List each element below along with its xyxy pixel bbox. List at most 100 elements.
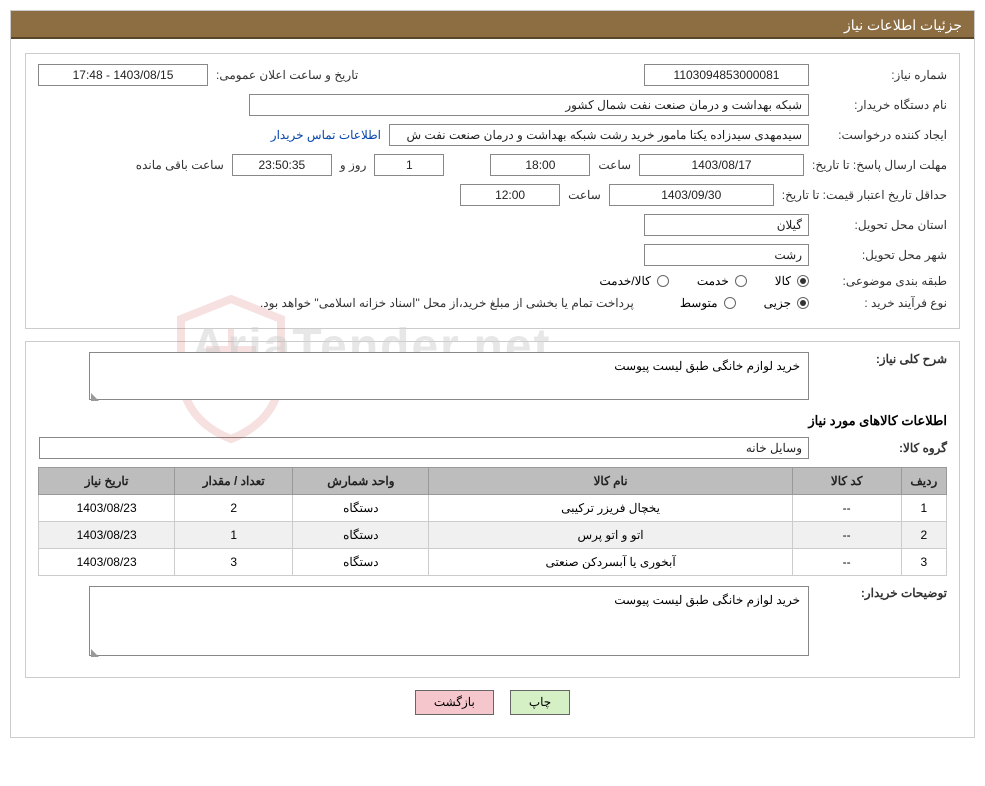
table-cell: آبخوری یا آبسردکن صنعتی: [429, 549, 792, 576]
info-section-2: شرح کلی نیاز: اطلاعات کالاهای مورد نیاز …: [25, 341, 960, 678]
row-need-number: شماره نیاز: تاریخ و ساعت اعلان عمومی:: [38, 64, 947, 86]
table-cell: 1: [901, 495, 946, 522]
label-announce-datetime: تاریخ و ساعت اعلان عمومی:: [216, 68, 358, 82]
input-goods-group[interactable]: [39, 437, 809, 459]
row-province: استان محل تحویل:: [38, 214, 947, 236]
button-row: چاپ بازگشت: [25, 690, 960, 715]
th-goods-code: کد کالا: [792, 468, 901, 495]
info-section-1: شماره نیاز: تاریخ و ساعت اعلان عمومی: نا…: [25, 53, 960, 329]
label-process-type: نوع فرآیند خرید :: [817, 296, 947, 310]
resize-handle-icon-2: [91, 649, 99, 657]
table-row: 3--آبخوری یا آبسردکن صنعتیدستگاه31403/08…: [39, 549, 947, 576]
radio-medium[interactable]: [724, 297, 736, 309]
table-cell: 1403/08/23: [39, 549, 175, 576]
payment-note: پرداخت تمام یا بخشی از مبلغ خرید،از محل …: [260, 296, 634, 310]
input-price-validity-date[interactable]: [609, 184, 774, 206]
radio-group-process: جزیی متوسط: [680, 296, 809, 310]
input-buyer-org[interactable]: [249, 94, 809, 116]
table-cell: 1: [175, 522, 293, 549]
label-hour-1: ساعت: [598, 158, 631, 172]
input-request-creator[interactable]: [389, 124, 809, 146]
table-row: 2--اتو و اتو پرسدستگاه11403/08/23: [39, 522, 947, 549]
radio-medium-label: متوسط: [680, 296, 718, 310]
label-subject-category: طبقه بندی موضوعی:: [817, 274, 947, 288]
textarea-wrapper-1: [89, 352, 809, 403]
table-cell: 1403/08/23: [39, 495, 175, 522]
table-cell: 1403/08/23: [39, 522, 175, 549]
table-header-row: ردیف کد کالا نام کالا واحد شمارش تعداد /…: [39, 468, 947, 495]
title-bar-text: جزئیات اطلاعات نیاز: [844, 17, 962, 33]
table-cell: --: [792, 522, 901, 549]
main-content: AriaTender.net شماره نیاز: تاریخ و ساعت …: [11, 39, 974, 737]
label-buyer-org: نام دستگاه خریدار:: [817, 98, 947, 112]
radio-goods-service-label: کالا/خدمت: [599, 274, 650, 288]
row-need-summary: شرح کلی نیاز:: [38, 352, 947, 403]
input-price-validity-hour[interactable]: [460, 184, 560, 206]
label-province: استان محل تحویل:: [817, 218, 947, 232]
title-bar: جزئیات اطلاعات نیاز: [11, 11, 974, 39]
textarea-wrapper-2: [89, 586, 809, 659]
radio-service[interactable]: [735, 275, 747, 287]
print-button[interactable]: چاپ: [510, 690, 570, 715]
back-button[interactable]: بازگشت: [415, 690, 494, 715]
resize-handle-icon: [91, 393, 99, 401]
link-buyer-contact[interactable]: اطلاعات تماس خریدار: [271, 128, 381, 142]
input-hours-remaining[interactable]: [232, 154, 332, 176]
table-cell: 2: [901, 522, 946, 549]
table-cell: دستگاه: [293, 549, 429, 576]
radio-goods-service[interactable]: [657, 275, 669, 287]
row-price-validity: حداقل تاریخ اعتبار قیمت: تا تاریخ: ساعت: [38, 184, 947, 206]
label-need-number: شماره نیاز:: [817, 68, 947, 82]
label-buyer-notes: توضیحات خریدار:: [817, 586, 947, 600]
table-cell: --: [792, 549, 901, 576]
textarea-buyer-notes[interactable]: [89, 586, 809, 656]
row-process-type: نوع فرآیند خرید : جزیی متوسط پرداخت تمام…: [38, 296, 947, 310]
input-announce-datetime[interactable]: [38, 64, 208, 86]
header-required-goods: اطلاعات کالاهای مورد نیاز: [38, 413, 947, 429]
table-cell: 3: [175, 549, 293, 576]
label-days-and: روز و: [340, 158, 367, 172]
table-cell: --: [792, 495, 901, 522]
label-response-deadline: مهلت ارسال پاسخ: تا تاریخ:: [812, 158, 947, 172]
table-row: 1--یخچال فریزر ترکیبیدستگاه21403/08/23: [39, 495, 947, 522]
label-remaining-hours: ساعت باقی مانده: [136, 158, 224, 172]
input-province[interactable]: [644, 214, 809, 236]
main-container: جزئیات اطلاعات نیاز AriaTender.net شماره…: [10, 10, 975, 738]
radio-group-category: کالا خدمت کالا/خدمت: [599, 274, 809, 288]
radio-minor-label: جزیی: [764, 296, 791, 310]
th-goods-name: نام کالا: [429, 468, 792, 495]
input-need-number[interactable]: [644, 64, 809, 86]
row-buyer-org: نام دستگاه خریدار:: [38, 94, 947, 116]
radio-minor[interactable]: [797, 297, 809, 309]
input-response-hour[interactable]: [490, 154, 590, 176]
row-goods-group: گروه کالا:: [38, 437, 947, 459]
radio-goods-label: کالا: [775, 274, 791, 288]
input-response-date[interactable]: [639, 154, 804, 176]
th-need-date: تاریخ نیاز: [39, 468, 175, 495]
input-days-remaining[interactable]: [374, 154, 444, 176]
table-cell: 2: [175, 495, 293, 522]
row-buyer-notes: توضیحات خریدار:: [38, 586, 947, 659]
label-request-creator: ایجاد کننده درخواست:: [817, 128, 947, 142]
row-subject-category: طبقه بندی موضوعی: کالا خدمت کالا/خدمت: [38, 274, 947, 288]
th-qty: تعداد / مقدار: [175, 468, 293, 495]
table-cell: دستگاه: [293, 495, 429, 522]
input-city[interactable]: [644, 244, 809, 266]
row-response-deadline: مهلت ارسال پاسخ: تا تاریخ: ساعت روز و سا…: [38, 154, 947, 176]
table-cell: 3: [901, 549, 946, 576]
textarea-need-summary[interactable]: [89, 352, 809, 400]
label-price-validity: حداقل تاریخ اعتبار قیمت: تا تاریخ:: [782, 188, 947, 202]
row-city: شهر محل تحویل:: [38, 244, 947, 266]
th-row-num: ردیف: [901, 468, 946, 495]
row-request-creator: ایجاد کننده درخواست: اطلاعات تماس خریدار: [38, 124, 947, 146]
radio-goods[interactable]: [797, 275, 809, 287]
table-cell: یخچال فریزر ترکیبی: [429, 495, 792, 522]
goods-table: ردیف کد کالا نام کالا واحد شمارش تعداد /…: [38, 467, 947, 576]
table-cell: اتو و اتو پرس: [429, 522, 792, 549]
label-hour-2: ساعت: [568, 188, 601, 202]
label-need-summary: شرح کلی نیاز:: [817, 352, 947, 366]
radio-service-label: خدمت: [697, 274, 729, 288]
label-goods-group: گروه کالا:: [817, 441, 947, 455]
th-unit: واحد شمارش: [293, 468, 429, 495]
table-cell: دستگاه: [293, 522, 429, 549]
